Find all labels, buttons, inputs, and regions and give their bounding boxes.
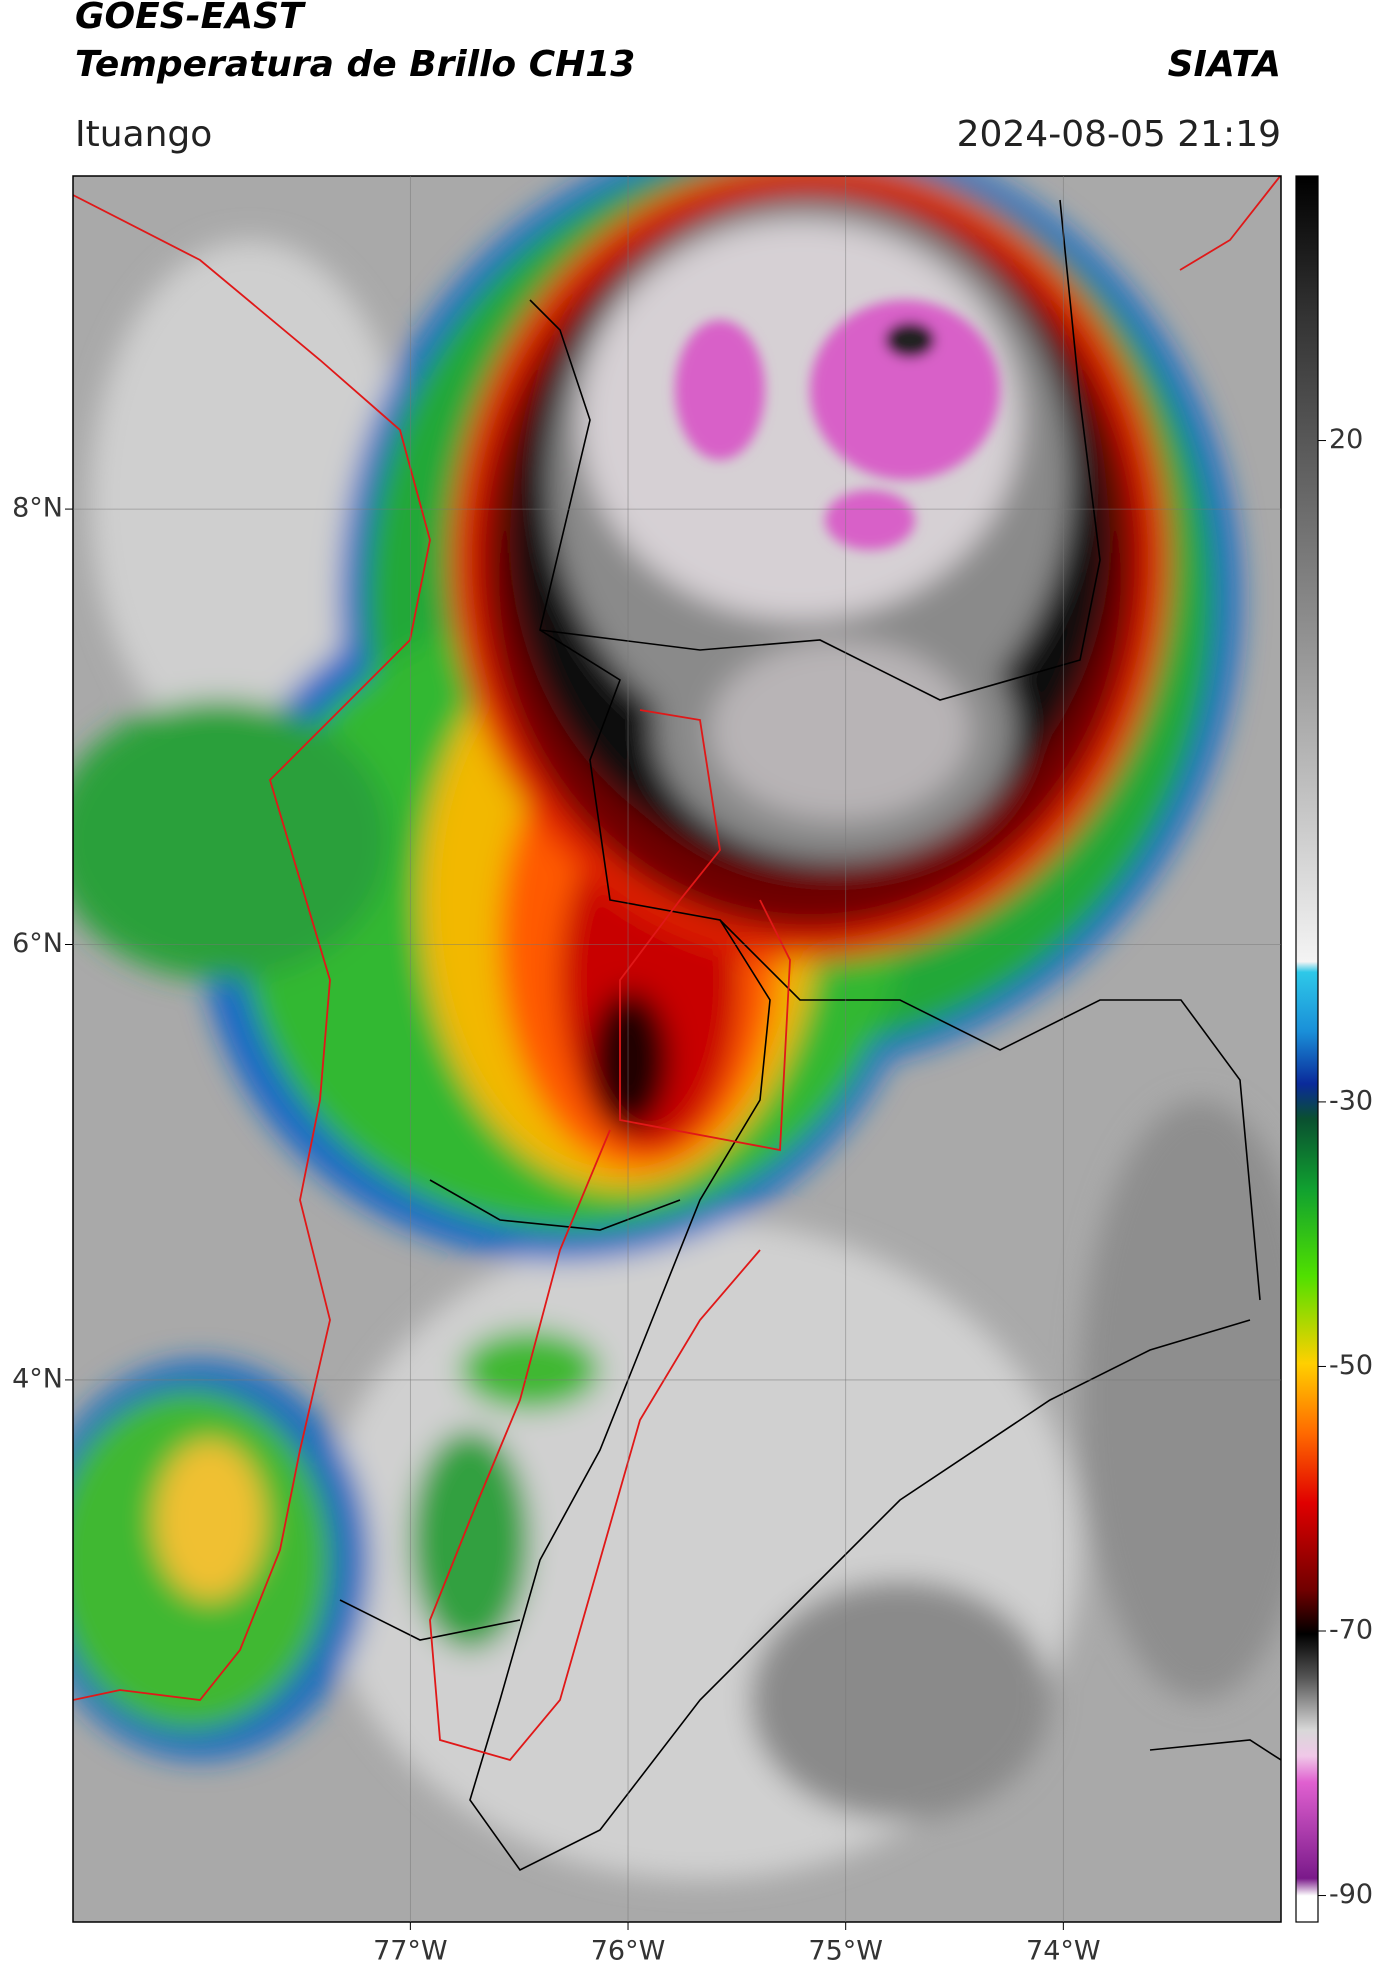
y-tick-label: 6°N: [12, 928, 63, 959]
satellite-image: [73, 176, 1281, 1922]
colorbar-tick-label: -70: [1329, 1615, 1373, 1646]
timestamp: 2024-08-05 21:19: [957, 114, 1281, 155]
colorbar-tick-label: -90: [1329, 1879, 1373, 1910]
y-tick-label: 4°N: [12, 1363, 63, 1394]
location: Ituango: [75, 114, 212, 155]
x-tick-label: 77°W: [373, 1936, 448, 1967]
colorbar-tick-label: -30: [1329, 1085, 1373, 1116]
organization: SIATA: [1168, 44, 1281, 85]
colorbar-tick-label: 20: [1329, 424, 1363, 455]
x-tick-label: 75°W: [808, 1936, 883, 1967]
title: GOES-EAST: [75, 0, 306, 37]
colorbar: [1295, 175, 1319, 1923]
subtitle: Temperatura de Brillo CH13: [75, 44, 635, 85]
x-tick-label: 74°W: [1026, 1936, 1101, 1967]
y-tick-label: 8°N: [12, 493, 63, 524]
colorbar-tick-label: -50: [1329, 1350, 1373, 1381]
map-frame: [72, 175, 1282, 1923]
x-tick-label: 76°W: [591, 1936, 666, 1967]
